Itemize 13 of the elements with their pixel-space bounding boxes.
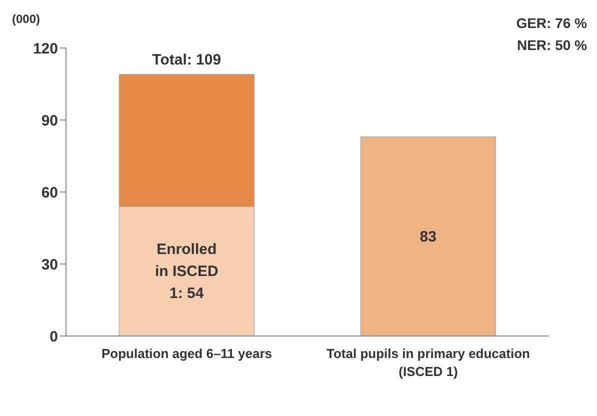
y-tick-label: 120 bbox=[32, 40, 58, 58]
y-tick-label: 30 bbox=[41, 256, 58, 274]
annotation: NER: 50 % bbox=[516, 36, 587, 55]
total-label: Total: 109 bbox=[152, 51, 222, 68]
data-label: 83 bbox=[420, 228, 436, 246]
data-label: Enrolled in ISCED 1: 54 bbox=[154, 241, 218, 302]
y-axis-title: (000) bbox=[12, 12, 40, 26]
y-tick-label: 60 bbox=[41, 184, 58, 202]
y-tick-label: 0 bbox=[50, 328, 58, 346]
x-tick-label: Total pupils in primary education (ISCED 1) bbox=[326, 346, 530, 379]
x-tick-label: Population aged 6–11 years bbox=[101, 346, 272, 361]
text: GER: 76 % bbox=[516, 14, 587, 33]
y-tick-label: 90 bbox=[41, 112, 58, 130]
